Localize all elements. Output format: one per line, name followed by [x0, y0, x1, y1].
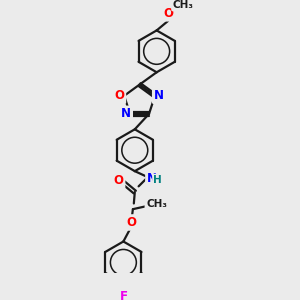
Text: O: O [163, 7, 173, 20]
Text: O: O [114, 174, 124, 187]
Text: N: N [121, 107, 131, 120]
Text: O: O [114, 89, 124, 102]
Text: CH₃: CH₃ [173, 0, 194, 10]
Text: CH₃: CH₃ [146, 200, 167, 209]
Text: F: F [119, 290, 128, 300]
Text: O: O [126, 216, 136, 229]
Text: N: N [147, 172, 157, 185]
Text: H: H [153, 175, 162, 185]
Text: N: N [154, 89, 164, 102]
